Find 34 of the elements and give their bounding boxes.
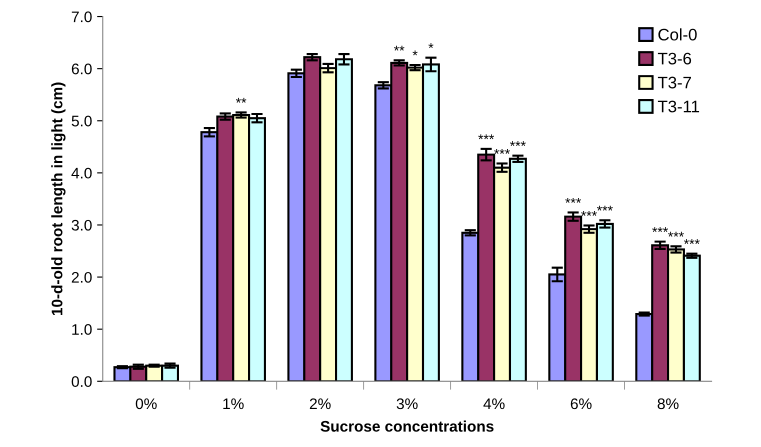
- y-tick-label: 6.0: [72, 64, 92, 74]
- data-label: *: [412, 50, 418, 56]
- data-label: ***: [565, 198, 582, 203]
- x-tick-label: 4%: [483, 398, 505, 410]
- data-label: ***: [581, 210, 597, 216]
- x-tick-label: 8%: [658, 398, 679, 410]
- y-tick-label: 0.0: [72, 376, 92, 387]
- x-tick-label: 1%: [223, 398, 244, 410]
- x-tick-label: 2%: [310, 398, 331, 410]
- data-label: *: [428, 43, 434, 48]
- y-tick-label: 4.0: [71, 168, 92, 179]
- y-tick-label: 3.0: [72, 220, 92, 231]
- data-label: **: [236, 98, 246, 103]
- data-label: ***: [668, 232, 684, 237]
- y-tick-label: 2.0: [72, 272, 92, 283]
- data-label: ***: [684, 239, 700, 244]
- x-tick-label: 6%: [570, 398, 592, 410]
- x-axis-title: Sucrose concentrations: [320, 420, 494, 432]
- legend-label: T3-6: [658, 52, 692, 64]
- legend-label: Col-0: [658, 28, 697, 41]
- data-label: **: [394, 46, 404, 51]
- data-label: ***: [478, 134, 494, 140]
- data-label: ***: [494, 148, 510, 154]
- x-tick-label: 0%: [136, 398, 157, 410]
- legend-label: T3-7: [658, 76, 691, 88]
- data-label: ***: [652, 227, 668, 232]
- x-tick-label: 3%: [396, 398, 418, 410]
- legend-label: T3-11: [658, 100, 700, 112]
- data-label: ***: [510, 141, 526, 146]
- y-tick-label: 5.0: [72, 116, 92, 126]
- y-axis-title: 10-d-old root length in light (cm): [51, 82, 66, 316]
- y-tick-label: 1.0: [72, 324, 92, 335]
- y-tick-label: 7.0: [72, 11, 92, 22]
- data-label: ***: [597, 206, 613, 211]
